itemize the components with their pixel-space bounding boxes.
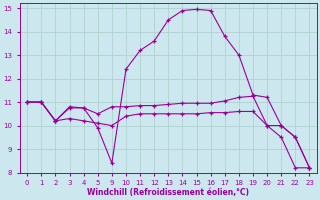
X-axis label: Windchill (Refroidissement éolien,°C): Windchill (Refroidissement éolien,°C) (87, 188, 249, 197)
